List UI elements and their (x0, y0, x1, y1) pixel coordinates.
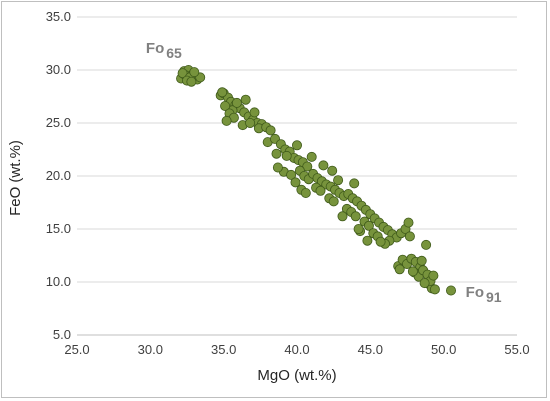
x-tick-label: 45.0 (358, 342, 383, 357)
annotations: Fo 65 Fo 91 (146, 40, 502, 305)
x-tick-label: 35.0 (211, 342, 236, 357)
y-tick-label: 35.0 (46, 9, 71, 24)
x-tick-label: 50.0 (431, 342, 456, 357)
data-point (300, 187, 311, 198)
data-point (271, 148, 282, 159)
y-tick-label: 5.0 (53, 327, 71, 342)
data-point (362, 235, 373, 246)
data-point (429, 284, 440, 295)
data-point (306, 151, 317, 162)
x-tick-label: 40.0 (284, 342, 309, 357)
data-point (231, 97, 242, 108)
annotation-fo-91: Fo 91 (466, 284, 502, 305)
data-point (265, 125, 276, 136)
data-point (333, 175, 344, 186)
y-tick-label: 10.0 (46, 274, 71, 289)
data-point (291, 140, 302, 151)
data-point (290, 177, 301, 188)
data-point (272, 162, 283, 173)
data-point (428, 270, 439, 281)
data-point (327, 165, 338, 176)
data-point (249, 107, 260, 118)
data-points (176, 65, 456, 296)
tick-labels: 5.0 10.0 15.0 20.0 25.0 30.0 35.0 25.0 30.0 35.0 4… (46, 9, 530, 357)
data-point (315, 185, 326, 196)
data-point (240, 94, 251, 105)
data-point (337, 211, 348, 222)
data-point (318, 160, 329, 171)
gridlines (77, 16, 517, 283)
data-point (445, 285, 456, 296)
data-point (217, 87, 228, 98)
data-point (286, 169, 297, 180)
data-point (403, 217, 414, 228)
data-point (281, 150, 292, 161)
data-point (189, 67, 200, 78)
data-point (328, 196, 339, 207)
y-tick-label: 20.0 (46, 168, 71, 183)
y-tick-label: 30.0 (46, 62, 71, 77)
data-point (404, 231, 415, 242)
data-point (350, 211, 361, 222)
y-tick-label: 15.0 (46, 221, 71, 236)
x-tick-label: 55.0 (504, 342, 529, 357)
data-point (421, 239, 432, 250)
data-point (416, 255, 427, 266)
data-point (220, 101, 231, 112)
data-point (302, 161, 313, 172)
data-point (353, 223, 364, 234)
data-point (375, 236, 386, 247)
data-point (186, 76, 197, 87)
data-point (349, 178, 360, 189)
y-axis-title: FeO (wt.%) (7, 140, 24, 216)
data-point (419, 278, 430, 289)
annotation-fo-65: Fo 65 (146, 40, 182, 61)
x-tick-label: 30.0 (138, 342, 163, 357)
x-axis-title: MgO (wt.%) (257, 367, 336, 384)
data-point (407, 266, 418, 277)
data-point (245, 118, 256, 129)
x-tick-label: 25.0 (64, 342, 89, 357)
data-point (394, 264, 405, 275)
y-tick-label: 25.0 (46, 115, 71, 130)
data-point (363, 220, 374, 231)
data-point (221, 115, 232, 126)
